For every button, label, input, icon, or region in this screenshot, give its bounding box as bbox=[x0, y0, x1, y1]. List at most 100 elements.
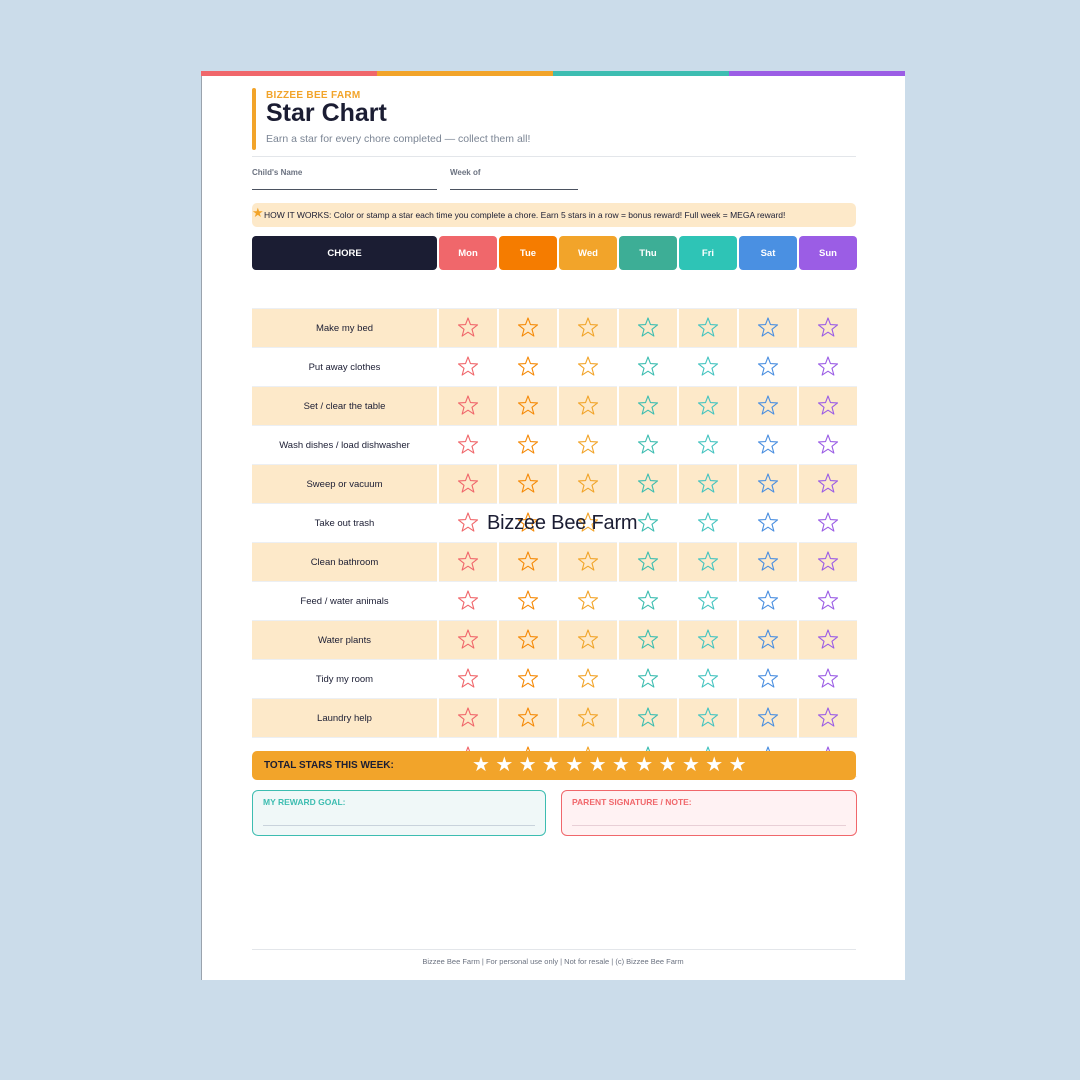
star-checkbox-fri[interactable] bbox=[679, 543, 737, 582]
star-checkbox-sun[interactable] bbox=[799, 504, 857, 543]
star-checkbox-wed[interactable] bbox=[559, 309, 617, 348]
star-checkbox-thu[interactable] bbox=[619, 504, 677, 543]
star-checkbox-mon[interactable] bbox=[439, 465, 497, 504]
star-checkbox-tue[interactable] bbox=[499, 426, 557, 465]
star-checkbox-sat[interactable] bbox=[739, 348, 797, 387]
star-checkbox-thu[interactable] bbox=[619, 621, 677, 660]
star-checkbox-sun[interactable] bbox=[799, 660, 857, 699]
star-outline-icon bbox=[757, 551, 779, 571]
star-checkbox-fri[interactable] bbox=[679, 582, 737, 621]
star-outline-icon bbox=[817, 668, 839, 688]
how-it-works-banner: ★ HOW IT WORKS: Color or stamp a star ea… bbox=[252, 203, 856, 227]
star-checkbox-mon[interactable] bbox=[439, 387, 497, 426]
star-outline-icon bbox=[457, 434, 479, 454]
star-checkbox-thu[interactable] bbox=[619, 465, 677, 504]
day-header-mon: Mon bbox=[439, 236, 497, 270]
star-checkbox-fri[interactable] bbox=[679, 387, 737, 426]
star-checkbox-fri[interactable] bbox=[679, 504, 737, 543]
star-checkbox-tue[interactable] bbox=[499, 582, 557, 621]
star-checkbox-wed[interactable] bbox=[559, 699, 617, 738]
star-checkbox-wed[interactable] bbox=[559, 348, 617, 387]
footer-text: Bizzee Bee Farm | For personal use only … bbox=[422, 957, 684, 966]
star-checkbox-thu[interactable] bbox=[619, 582, 677, 621]
star-checkbox-wed[interactable] bbox=[559, 465, 617, 504]
star-checkbox-tue[interactable] bbox=[499, 660, 557, 699]
reward-goal-box[interactable]: MY REWARD GOAL: bbox=[252, 790, 546, 836]
star-checkbox-sun[interactable] bbox=[799, 465, 857, 504]
star-checkbox-thu[interactable] bbox=[619, 309, 677, 348]
star-checkbox-fri[interactable] bbox=[679, 348, 737, 387]
table-row: Wash dishes / load dishwasher bbox=[252, 426, 857, 465]
star-outline-icon bbox=[637, 668, 659, 688]
star-checkbox-sat[interactable] bbox=[739, 426, 797, 465]
star-checkbox-thu[interactable] bbox=[619, 348, 677, 387]
star-checkbox-sun[interactable] bbox=[799, 543, 857, 582]
star-checkbox-tue[interactable] bbox=[499, 309, 557, 348]
star-outline-icon bbox=[457, 707, 479, 727]
parent-signature-box[interactable]: PARENT SIGNATURE / NOTE: bbox=[561, 790, 857, 836]
star-checkbox-tue[interactable] bbox=[499, 621, 557, 660]
star-outline-icon bbox=[517, 629, 539, 649]
star-checkbox-tue[interactable] bbox=[499, 504, 557, 543]
star-checkbox-fri[interactable] bbox=[679, 465, 737, 504]
star-checkbox-sat[interactable] bbox=[739, 699, 797, 738]
star-checkbox-tue[interactable] bbox=[499, 465, 557, 504]
star-checkbox-thu[interactable] bbox=[619, 660, 677, 699]
star-checkbox-mon[interactable] bbox=[439, 426, 497, 465]
star-checkbox-tue[interactable] bbox=[499, 699, 557, 738]
footer-divider bbox=[252, 949, 856, 950]
star-outline-icon bbox=[457, 395, 479, 415]
day-header-fri: Fri bbox=[679, 236, 737, 270]
star-checkbox-mon[interactable] bbox=[439, 660, 497, 699]
star-checkbox-fri[interactable] bbox=[679, 699, 737, 738]
star-checkbox-sun[interactable] bbox=[799, 582, 857, 621]
star-checkbox-tue[interactable] bbox=[499, 543, 557, 582]
star-checkbox-sat[interactable] bbox=[739, 465, 797, 504]
star-checkbox-sun[interactable] bbox=[799, 309, 857, 348]
star-checkbox-thu[interactable] bbox=[619, 387, 677, 426]
table-row: Feed / water animals bbox=[252, 582, 857, 621]
star-checkbox-fri[interactable] bbox=[679, 621, 737, 660]
star-checkbox-sun[interactable] bbox=[799, 699, 857, 738]
total-stars-row[interactable]: ★★★★★★★★★★★★ bbox=[472, 754, 752, 776]
star-checkbox-wed[interactable] bbox=[559, 582, 617, 621]
chore-label: Feed / water animals bbox=[252, 582, 437, 621]
star-checkbox-sun[interactable] bbox=[799, 348, 857, 387]
star-checkbox-wed[interactable] bbox=[559, 660, 617, 699]
star-checkbox-sat[interactable] bbox=[739, 660, 797, 699]
star-checkbox-wed[interactable] bbox=[559, 387, 617, 426]
star-checkbox-mon[interactable] bbox=[439, 348, 497, 387]
star-checkbox-wed[interactable] bbox=[559, 504, 617, 543]
star-checkbox-wed[interactable] bbox=[559, 621, 617, 660]
star-checkbox-mon[interactable] bbox=[439, 621, 497, 660]
star-checkbox-mon[interactable] bbox=[439, 582, 497, 621]
star-checkbox-sat[interactable] bbox=[739, 309, 797, 348]
star-checkbox-sat[interactable] bbox=[739, 387, 797, 426]
star-checkbox-sun[interactable] bbox=[799, 426, 857, 465]
star-checkbox-thu[interactable] bbox=[619, 699, 677, 738]
star-checkbox-mon[interactable] bbox=[439, 504, 497, 543]
chore-label: Tidy my room bbox=[252, 660, 437, 699]
star-checkbox-sat[interactable] bbox=[739, 621, 797, 660]
star-checkbox-sat[interactable] bbox=[739, 543, 797, 582]
child-name-field[interactable] bbox=[252, 189, 437, 190]
star-checkbox-mon[interactable] bbox=[439, 699, 497, 738]
star-checkbox-thu[interactable] bbox=[619, 426, 677, 465]
star-checkbox-sat[interactable] bbox=[739, 582, 797, 621]
star-checkbox-mon[interactable] bbox=[439, 309, 497, 348]
star-outline-icon bbox=[457, 356, 479, 376]
star-checkbox-sun[interactable] bbox=[799, 621, 857, 660]
star-checkbox-thu[interactable] bbox=[619, 543, 677, 582]
star-checkbox-fri[interactable] bbox=[679, 660, 737, 699]
star-outline-icon bbox=[637, 590, 659, 610]
week-of-field[interactable] bbox=[450, 189, 578, 190]
star-checkbox-fri[interactable] bbox=[679, 309, 737, 348]
star-checkbox-wed[interactable] bbox=[559, 543, 617, 582]
star-checkbox-wed[interactable] bbox=[559, 426, 617, 465]
star-checkbox-sun[interactable] bbox=[799, 387, 857, 426]
star-checkbox-fri[interactable] bbox=[679, 426, 737, 465]
star-checkbox-tue[interactable] bbox=[499, 387, 557, 426]
star-checkbox-mon[interactable] bbox=[439, 543, 497, 582]
star-checkbox-sat[interactable] bbox=[739, 504, 797, 543]
star-checkbox-tue[interactable] bbox=[499, 348, 557, 387]
